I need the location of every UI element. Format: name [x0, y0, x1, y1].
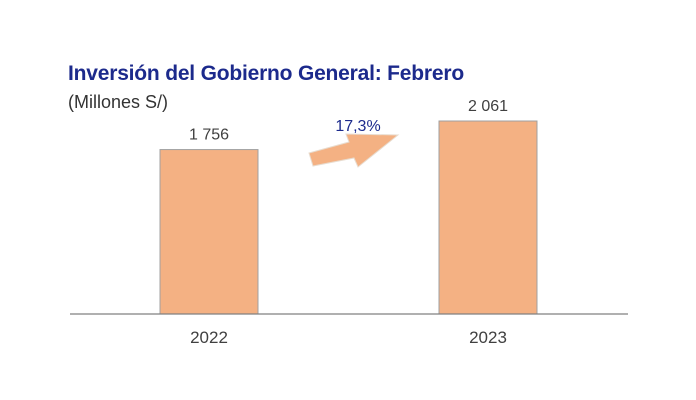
growth-rate-label: 17,3%: [335, 118, 380, 135]
chart-subtitle: (Millones S/): [68, 92, 169, 112]
labels-group: 1 756 2022 2 061 2023: [189, 98, 508, 347]
category-label-2022: 2022: [190, 328, 228, 347]
chart-title: Inversión del Gobierno General: Febrero: [68, 62, 464, 85]
value-label-2022: 1 756: [189, 127, 229, 144]
bars-group: [159, 120, 538, 315]
value-label-2023: 2 061: [468, 98, 508, 115]
bar-2023: [438, 120, 538, 315]
growth-arrow-icon: [308, 133, 400, 168]
growth-arrow-group: 17,3%: [308, 118, 400, 168]
category-label-2023: 2023: [469, 328, 507, 347]
bar-2022: [159, 149, 259, 315]
